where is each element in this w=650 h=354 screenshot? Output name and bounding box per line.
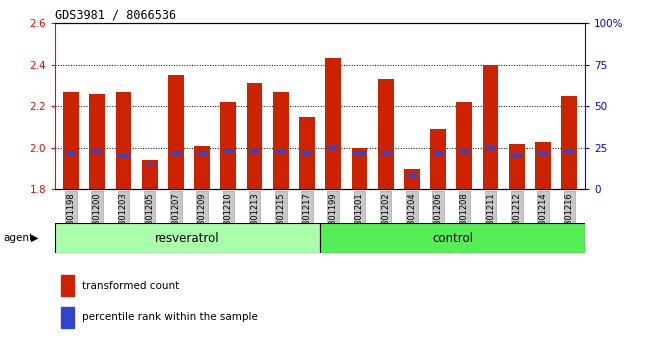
- Text: agent: agent: [3, 233, 33, 243]
- Bar: [407, 174, 417, 178]
- Bar: [326, 58, 341, 189]
- Text: transformed count: transformed count: [82, 281, 179, 291]
- Bar: [433, 151, 443, 155]
- Bar: [171, 151, 181, 155]
- Bar: [299, 116, 315, 189]
- Bar: [430, 129, 446, 189]
- Bar: [116, 92, 131, 189]
- Bar: [220, 102, 236, 189]
- Bar: [142, 160, 157, 189]
- Bar: [276, 149, 286, 153]
- Bar: [55, 223, 320, 253]
- Bar: [223, 149, 233, 153]
- Bar: [352, 148, 367, 189]
- Bar: [509, 144, 525, 189]
- Bar: [168, 75, 184, 189]
- Bar: [456, 102, 473, 189]
- Bar: [562, 96, 577, 189]
- Bar: [66, 151, 76, 155]
- Bar: [92, 149, 102, 153]
- Text: resveratrol: resveratrol: [155, 232, 220, 245]
- Bar: [512, 154, 522, 158]
- Bar: [460, 149, 469, 153]
- Bar: [60, 275, 74, 296]
- Bar: [247, 83, 263, 189]
- Bar: [538, 151, 548, 155]
- Bar: [486, 146, 496, 150]
- Bar: [197, 151, 207, 155]
- Bar: [118, 154, 129, 158]
- Bar: [404, 169, 420, 189]
- Bar: [302, 151, 312, 155]
- Bar: [144, 162, 155, 166]
- Bar: [194, 146, 210, 189]
- Bar: [250, 149, 260, 153]
- Bar: [89, 94, 105, 189]
- Bar: [535, 142, 551, 189]
- Bar: [328, 146, 339, 150]
- Bar: [273, 92, 289, 189]
- Text: percentile rank within the sample: percentile rank within the sample: [82, 313, 257, 322]
- Text: control: control: [432, 232, 473, 245]
- Bar: [320, 223, 585, 253]
- Bar: [483, 65, 499, 189]
- Text: GDS3981 / 8066536: GDS3981 / 8066536: [55, 9, 176, 22]
- Bar: [354, 151, 365, 155]
- Bar: [60, 307, 74, 328]
- Bar: [380, 151, 391, 155]
- Text: ▶: ▶: [31, 233, 39, 243]
- Bar: [63, 92, 79, 189]
- Bar: [564, 149, 575, 153]
- Bar: [378, 79, 393, 189]
